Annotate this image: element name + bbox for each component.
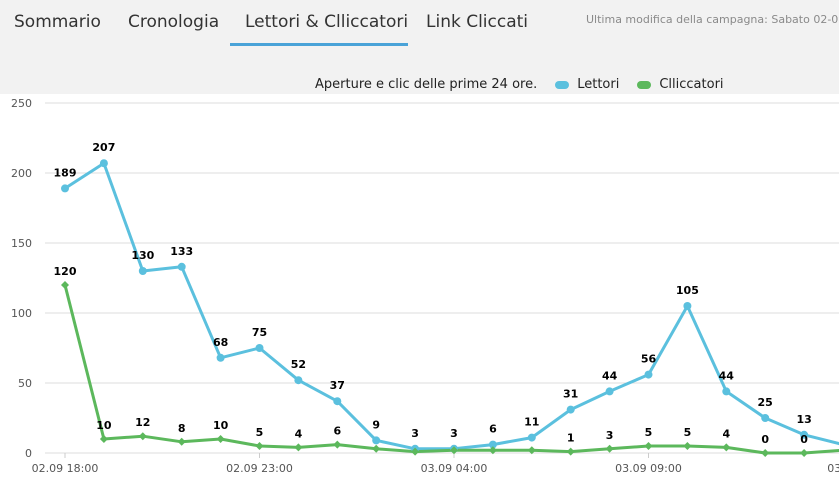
series-line-lettori: [64, 161, 839, 451]
data-point-lettori: [800, 430, 809, 439]
data-label-lettori: 37: [330, 379, 345, 392]
data-label-clliccatori: 5: [645, 426, 653, 439]
data-point-clliccatori: [216, 435, 225, 443]
data-point-clliccatori: [800, 449, 809, 457]
tab-link-cliccati[interactable]: Link Cliccati: [426, 12, 529, 32]
data-label-lettori: 44: [719, 369, 735, 382]
data-label-lettori: 75: [252, 326, 267, 339]
data-label-clliccatori: 3: [606, 429, 614, 442]
data-point-lettori: [61, 184, 69, 193]
data-point-clliccatori: [761, 449, 770, 457]
data-label-lettori: 31: [563, 388, 578, 401]
legend-label-lettori[interactable]: Lettori: [577, 77, 620, 92]
data-point-clliccatori: [566, 447, 575, 456]
data-label-clliccatori: 10: [213, 419, 229, 432]
data-label-lettori: 13: [796, 413, 811, 426]
data-point-lettori: [333, 397, 342, 406]
data-label-lettori: 6: [489, 423, 497, 436]
data-point-lettori: [644, 370, 653, 379]
data-point-clliccatori: [333, 440, 342, 449]
legend-swatch-lettori: [555, 80, 570, 89]
data-label-lettori: 189: [54, 166, 77, 179]
data-point-lettori: [372, 436, 381, 445]
data-point-clliccatori: [644, 442, 653, 450]
data-label-clliccatori: 6: [333, 425, 341, 438]
tab-lettori-clliccatori[interactable]: Lettori & Clliccatori: [245, 12, 409, 32]
data-label-lettori: 207: [92, 141, 115, 154]
data-label-lettori: 44: [602, 369, 618, 382]
data-label-clliccatori: 0: [761, 433, 769, 446]
x-tick-label: 03.09 09:00: [615, 462, 682, 475]
data-label-clliccatori: 5: [684, 426, 692, 439]
data-point-clliccatori: [294, 443, 303, 452]
data-label-lettori: 25: [758, 396, 773, 409]
data-label-clliccatori: 10: [96, 419, 112, 432]
data-label-clliccatori: 1: [567, 432, 575, 445]
y-tick-label: 250: [11, 97, 32, 110]
data-point-clliccatori: [99, 435, 108, 443]
data-point-clliccatori: [61, 281, 69, 289]
data-label-clliccatori: 5: [256, 426, 264, 439]
y-tick-label: 200: [11, 167, 32, 180]
x-tick-label: 03.09: [827, 462, 839, 475]
data-point-lettori: [488, 440, 497, 449]
tab-cronologia[interactable]: Cronologia: [128, 12, 220, 32]
x-tick-label: 03.09 04:00: [421, 462, 488, 475]
data-point-lettori: [255, 344, 264, 352]
chart-legend: Aperture e clic delle prime 24 ore. Lett…: [315, 77, 724, 92]
data-label-lettori: 3: [411, 427, 419, 440]
data-point-clliccatori: [488, 446, 497, 455]
data-label-clliccatori: 4: [295, 427, 303, 440]
data-point-lettori: [138, 267, 147, 275]
data-label-clliccatori: 4: [722, 427, 730, 440]
y-tick-label: 100: [11, 307, 32, 320]
chart-title: Aperture e clic delle prime 24 ore.: [315, 77, 538, 92]
data-point-clliccatori: [372, 444, 381, 453]
active-tab-indicator: [230, 43, 408, 46]
y-tick-label: 150: [11, 237, 32, 250]
y-tick-label: 50: [18, 377, 32, 390]
legend-swatch-clliccatori: [637, 80, 652, 89]
data-label-lettori: 52: [291, 358, 306, 371]
data-point-clliccatori: [177, 437, 186, 446]
data-label-lettori: 3: [450, 427, 458, 440]
legend-label-clliccatori[interactable]: Clliccatori: [659, 77, 724, 92]
data-point-clliccatori: [411, 447, 420, 456]
last-modified-text: Ultima modifica della campagna: Sabato 0…: [586, 13, 839, 26]
x-tick-label: 02.09 18:00: [32, 462, 99, 475]
data-point-lettori: [761, 414, 770, 422]
top-bar: Sommario Cronologia Lettori & Clliccator…: [0, 0, 839, 94]
data-label-lettori: 133: [170, 245, 193, 258]
data-point-clliccatori: [450, 446, 458, 455]
data-label-clliccatori: 120: [54, 265, 77, 278]
data-point-lettori: [99, 159, 108, 168]
data-label-clliccatori: 12: [135, 416, 150, 429]
data-point-lettori: [722, 387, 731, 396]
data-point-lettori: [216, 353, 225, 362]
x-tick-label: 02.09 23:00: [226, 462, 293, 475]
data-label-lettori: 130: [131, 249, 154, 262]
data-label-lettori: 9: [372, 418, 380, 431]
data-point-lettori: [605, 387, 614, 396]
data-label-lettori: 56: [641, 353, 657, 366]
data-label-lettori: 105: [676, 284, 699, 297]
data-point-clliccatori: [722, 443, 731, 452]
data-point-lettori: [294, 376, 303, 385]
data-point-clliccatori: [605, 444, 614, 453]
data-point-lettori: [566, 405, 575, 414]
data-label-clliccatori: 8: [178, 422, 186, 435]
data-point-clliccatori: [138, 432, 147, 441]
data-label-lettori: 68: [213, 336, 228, 349]
data-point-clliccatori: [255, 442, 264, 450]
y-tick-label: 0: [25, 447, 32, 460]
data-point-clliccatori: [683, 442, 692, 450]
data-point-lettori: [527, 433, 536, 442]
data-label-clliccatori: 0: [800, 433, 808, 446]
data-point-clliccatori: [527, 446, 536, 455]
tab-sommario[interactable]: Sommario: [14, 12, 101, 32]
data-label-lettori: 11: [524, 416, 539, 429]
data-point-lettori: [177, 262, 186, 271]
data-point-lettori: [683, 302, 692, 310]
